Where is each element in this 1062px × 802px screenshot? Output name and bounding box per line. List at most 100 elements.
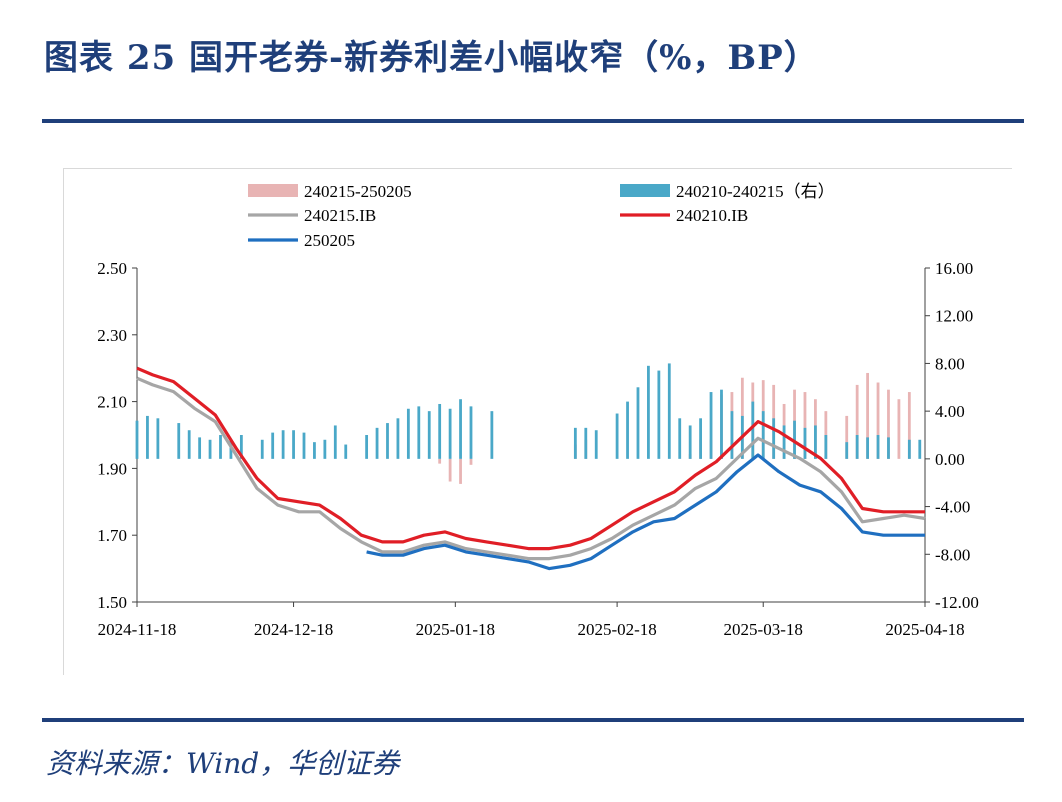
right-tick-label: -8.00 bbox=[935, 545, 970, 564]
legend-label-s_250205: 250205 bbox=[304, 231, 355, 250]
bar-s_240210_240215 bbox=[156, 418, 160, 459]
right-tick-label: -12.00 bbox=[935, 593, 979, 612]
bar-s_240210_240215 bbox=[344, 444, 348, 459]
right-tick-label: 8.00 bbox=[935, 354, 965, 373]
legend-label-s_240210_240215: 240210-240215（右） bbox=[676, 182, 835, 201]
bar-s_240210_240215 bbox=[406, 408, 410, 459]
chart-frame bbox=[63, 168, 1012, 675]
x-tick-label: 2025-03-18 bbox=[724, 620, 803, 639]
x-tick-label: 2025-01-18 bbox=[416, 620, 495, 639]
source-divider bbox=[42, 718, 1024, 722]
chart-svg: 240215-250205 240210-240215（右） 240215.IB 24… bbox=[97, 182, 979, 639]
bar-s_240210_240215 bbox=[396, 418, 400, 459]
bar-s_240210_240215 bbox=[187, 430, 191, 459]
x-tick-label: 2024-12-18 bbox=[254, 620, 333, 639]
bar-s_240210_240215 bbox=[177, 423, 181, 459]
legend-swatch-s_240210_240215 bbox=[620, 184, 670, 197]
bar-s_240210_240215 bbox=[688, 425, 692, 459]
bar-s_240215_250205 bbox=[887, 389, 890, 459]
line-s_240210_ib bbox=[136, 366, 925, 551]
bar-s_240210_240215 bbox=[626, 401, 629, 459]
bar-s_240210_240215 bbox=[751, 401, 755, 459]
right-tick-label: 16.00 bbox=[935, 259, 973, 278]
bar-s_240210_240215 bbox=[615, 413, 619, 459]
bar-s_240210_240215 bbox=[375, 427, 379, 459]
right-tick-label: 12.00 bbox=[935, 307, 973, 326]
legend-swatch-s_240215_250205 bbox=[248, 184, 298, 197]
page-title: 图表 25 国开老券-新券利差小幅收窄（%，BP） bbox=[44, 38, 819, 78]
bar-s_240210_240215 bbox=[271, 432, 275, 459]
legend: 240215-250205 240210-240215（右） 240215.IB 24… bbox=[248, 182, 835, 250]
bar-s_240210_240215 bbox=[709, 392, 713, 459]
bar-s_240210_240215 bbox=[333, 425, 337, 459]
bar-s_240210_240215 bbox=[438, 403, 442, 459]
bar-s_240210_240215 bbox=[636, 387, 640, 459]
bar-s_240215_250205 bbox=[866, 372, 869, 459]
bar-s_240210_240215 bbox=[281, 430, 285, 459]
bar-s_240210_240215 bbox=[657, 370, 661, 459]
bar-s_240210_240215 bbox=[730, 411, 734, 459]
bar-s_240210_240215 bbox=[772, 418, 776, 459]
bar-s_240210_240215 bbox=[678, 418, 682, 459]
bar-s_240215_250205 bbox=[448, 458, 452, 482]
bars-layer bbox=[135, 363, 922, 484]
tick-labels: 1.50 1.70 1.90 2.10 2.30 2.50 -12.00 -8.00 -4.00… bbox=[97, 259, 979, 639]
bar-s_240210_240215 bbox=[208, 439, 212, 459]
right-tick-label: 4.00 bbox=[935, 402, 965, 421]
bar-s_240210_240215 bbox=[323, 439, 327, 459]
bar-s_240210_240215 bbox=[386, 423, 389, 459]
bar-s_240215_250205 bbox=[459, 458, 462, 484]
title-divider bbox=[42, 119, 1024, 123]
bar-s_240215_250205 bbox=[897, 399, 901, 459]
bar-s_240210_240215 bbox=[302, 432, 306, 459]
bar-s_240210_240215 bbox=[448, 408, 452, 459]
bar-s_240210_240215 bbox=[699, 418, 703, 459]
bar-s_240215_250205 bbox=[438, 458, 442, 464]
bar-s_240210_240215 bbox=[146, 415, 149, 459]
left-tick-label: 1.50 bbox=[97, 593, 127, 612]
right-tick-label: -4.00 bbox=[935, 498, 970, 517]
bar-s_240210_240215 bbox=[417, 406, 421, 459]
x-tick-label: 2025-04-18 bbox=[885, 620, 964, 639]
bar-s_240210_240215 bbox=[584, 427, 588, 459]
bar-s_240210_240215 bbox=[845, 442, 849, 459]
left-tick-label: 2.50 bbox=[97, 259, 127, 278]
x-tick-label: 2024-11-18 bbox=[98, 620, 177, 639]
bar-s_240210_240215 bbox=[782, 425, 786, 459]
axes-layer bbox=[132, 267, 930, 607]
bar-s_240210_240215 bbox=[866, 437, 869, 459]
bar-s_240215_250205 bbox=[845, 415, 849, 459]
bar-s_240210_240215 bbox=[918, 439, 922, 459]
bar-s_240210_240215 bbox=[761, 411, 765, 459]
bar-s_240210_240215 bbox=[814, 425, 817, 459]
bar-s_240210_240215 bbox=[667, 363, 671, 459]
legend-label-s_240215_ib: 240215.IB bbox=[304, 206, 376, 225]
bar-s_240215_250205 bbox=[876, 382, 880, 459]
bar-s_240210_240215 bbox=[720, 389, 723, 459]
bar-s_240210_240215 bbox=[490, 411, 494, 459]
bar-s_240210_240215 bbox=[292, 430, 295, 459]
lines-layer bbox=[136, 366, 926, 571]
bar-s_240210_240215 bbox=[469, 406, 473, 459]
left-tick-label: 1.70 bbox=[97, 526, 127, 545]
left-tick-label: 2.30 bbox=[97, 326, 127, 345]
bar-s_240210_240215 bbox=[573, 427, 577, 459]
left-tick-label: 1.90 bbox=[97, 459, 127, 478]
bar-s_240210_240215 bbox=[135, 420, 139, 459]
legend-label-s_240210_ib: 240210.IB bbox=[676, 206, 748, 225]
bar-s_240210_240215 bbox=[459, 399, 462, 459]
bar-s_240210_240215 bbox=[887, 437, 890, 459]
bar-s_240210_240215 bbox=[855, 435, 859, 459]
x-tick-label: 2025-02-18 bbox=[577, 620, 656, 639]
bar-s_240210_240215 bbox=[594, 430, 598, 459]
bar-s_240215_250205 bbox=[855, 384, 859, 459]
bar-s_240215_250205 bbox=[803, 392, 807, 459]
bar-s_240210_240215 bbox=[647, 365, 650, 459]
bar-s_240210_240215 bbox=[260, 439, 264, 459]
line-s_250205 bbox=[366, 453, 925, 571]
bar-s_240210_240215 bbox=[907, 439, 911, 459]
bar-s_240210_240215 bbox=[365, 435, 369, 459]
bar-s_240210_240215 bbox=[803, 427, 807, 459]
left-tick-label: 2.10 bbox=[97, 393, 127, 412]
bar-s_240210_240215 bbox=[427, 411, 431, 459]
